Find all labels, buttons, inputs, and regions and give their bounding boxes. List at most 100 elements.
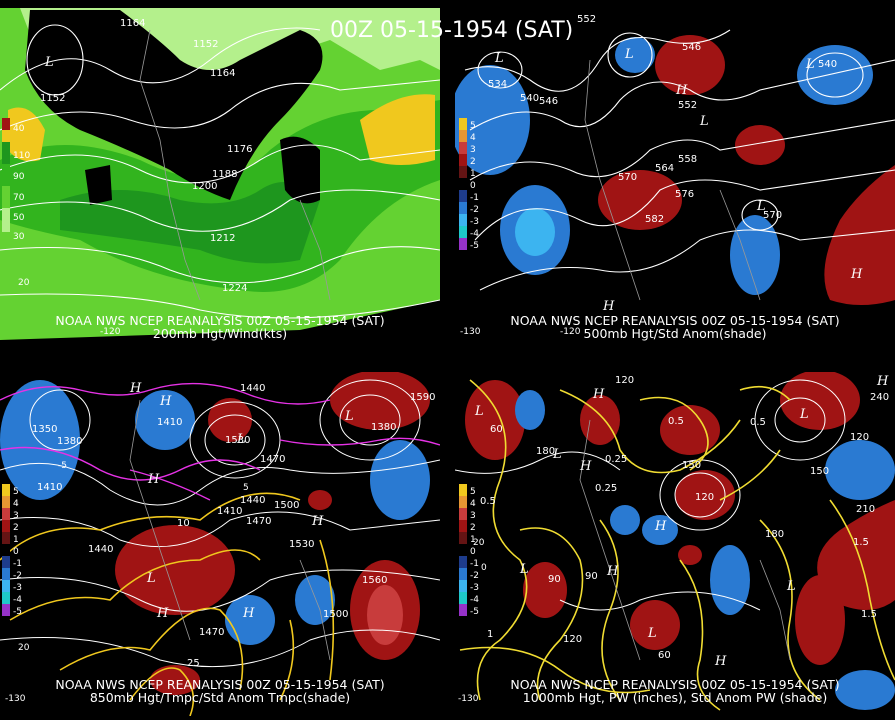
contour-label: 1152 [193, 39, 218, 50]
colorbar-label: 2 [470, 523, 476, 533]
colorbar-label: 110 [13, 151, 30, 161]
contour-label: 1176 [227, 144, 252, 155]
anom-neg-southeast [730, 215, 780, 295]
caption-line: 1000mb Hgt, PW (inches), Std Anom PW (sh… [522, 690, 828, 705]
anom-neg-north [135, 390, 195, 450]
caption-line: NOAA NWS NCEP REANALYSIS 00Z 05-15-1954 … [510, 313, 840, 328]
contour-label: 1410 [37, 482, 62, 493]
caption-line: 500mb Hgt/Std Anom(shade) [583, 326, 767, 341]
contour-label: 546 [682, 42, 701, 53]
colorbar-500mb [459, 118, 467, 250]
contour-label: -5 [58, 461, 67, 471]
contour-label: 1152 [40, 93, 65, 104]
anom-neg-pacific-core [515, 208, 555, 256]
anom-neg-northeast [797, 45, 873, 105]
colorbar-label: 2 [13, 523, 19, 533]
contour-label: 1212 [210, 233, 235, 244]
low-center-marker: L [756, 199, 766, 214]
anom-pos-gulfstream [795, 575, 845, 665]
contour-label: 1440 [240, 383, 265, 394]
colorbar-200mb [2, 118, 10, 232]
contour-label: 1410 [217, 506, 242, 517]
contour-label: 1530 [225, 435, 250, 446]
anom-neg-southeast [295, 575, 335, 625]
contour-label: 1350 [32, 424, 57, 435]
colorbar-label: -2 [470, 571, 479, 581]
caption-850mb: NOAA NWS NCEP REANALYSIS 00Z 05-15-1954 … [0, 678, 440, 704]
calm-region-east [280, 136, 320, 204]
high-center-marker: H [654, 519, 667, 534]
low-center-marker: L [146, 571, 156, 586]
caption-line: NOAA NWS NCEP REANALYSIS 00Z 05-15-1954 … [510, 677, 840, 692]
colorbar-label: 5 [470, 121, 476, 131]
colorbar-label: 3 [470, 511, 476, 521]
contour-label: 0.5 [668, 416, 684, 427]
coastline-500 [584, 59, 761, 301]
wind-shade-dark [60, 182, 320, 264]
contour-label: 1500 [274, 500, 299, 511]
anom-neg-bottom [835, 670, 895, 710]
contour-label: 1164 [120, 18, 145, 29]
anom-pos-southwest [523, 562, 567, 618]
height-contours-1000 [455, 379, 846, 611]
contour-label: 120 [563, 634, 582, 645]
anom-neg-west [515, 390, 545, 430]
colorbar-labels-500mb: 5 4 3 2 1 0 -1 -2 -3 -4 -5 [470, 121, 479, 251]
contour-labels-1000mb: 120 240 60 0.5 0.5 180 120 150 0.25 0.25… [458, 374, 889, 704]
contour-label: 0 [481, 563, 487, 573]
colorbar-label: -5 [470, 607, 479, 617]
contour-label: 1380 [57, 436, 82, 447]
low-center-marker: L [799, 407, 809, 422]
colorbar-label: 1 [470, 169, 476, 179]
anom-pos-central [598, 170, 682, 230]
contour-label: 0.25 [605, 454, 627, 465]
colorbar-label: -3 [470, 583, 479, 593]
anom-pos-northeast [780, 372, 860, 430]
contour-label: 576 [675, 189, 694, 200]
high-center-marker: H [129, 381, 142, 396]
high-center-marker: H [147, 472, 160, 487]
colorbar-label: 4 [13, 499, 19, 509]
colorbar-label: 2 [470, 157, 476, 167]
colorbar-850mb [2, 484, 10, 616]
contour-label: 5 [243, 483, 249, 493]
caption-200mb: NOAA NWS NCEP REANALYSIS 00Z 05-15-1954 … [0, 314, 440, 340]
contour-label: 1470 [199, 627, 224, 638]
anom-neg-northwest [455, 65, 530, 175]
contour-label: 540 [520, 93, 539, 104]
high-center-marker: H [156, 606, 169, 621]
colorbar-label: 0 [470, 547, 476, 557]
longitude-label: -130 [460, 327, 481, 337]
contour-label: 0.5 [750, 417, 766, 428]
anom-neg-central [642, 515, 678, 545]
colorbar-label: -5 [13, 607, 22, 617]
anom-neg-small [610, 505, 640, 535]
temp-contours-warm [0, 492, 335, 716]
anom-pos-atlantic [824, 165, 895, 305]
contour-label: 20 [473, 538, 485, 548]
contour-label: 1164 [210, 68, 235, 79]
contour-label: 25 [187, 658, 200, 669]
low-center-marker: L [519, 562, 529, 577]
contour-label: 558 [678, 154, 697, 165]
low-center-marker: L [44, 55, 54, 70]
longitude-label: -130 [5, 694, 26, 704]
contour-label: 1560 [362, 575, 387, 586]
contour-label: 120 [850, 432, 869, 443]
anom-neg-east [370, 440, 430, 520]
high-center-marker: H [592, 387, 605, 402]
height-contours-200 [0, 24, 440, 319]
contour-label: 540 [818, 59, 837, 70]
anom-pos-east [735, 125, 785, 165]
caption-line: NOAA NWS NCEP REANALYSIS 00Z 05-15-1954 … [55, 313, 385, 328]
contour-label: 1470 [260, 454, 285, 465]
contour-label: 60 [658, 650, 671, 661]
height-contours-850 [0, 379, 440, 668]
high-center-marker: H [242, 606, 255, 621]
colorbar-label: 70 [13, 193, 25, 203]
anom-neg-north [615, 37, 655, 73]
anom-pos-atlantic-core [367, 585, 403, 645]
contour-label: 120 [615, 375, 634, 386]
contour-label: 150 [810, 466, 829, 477]
